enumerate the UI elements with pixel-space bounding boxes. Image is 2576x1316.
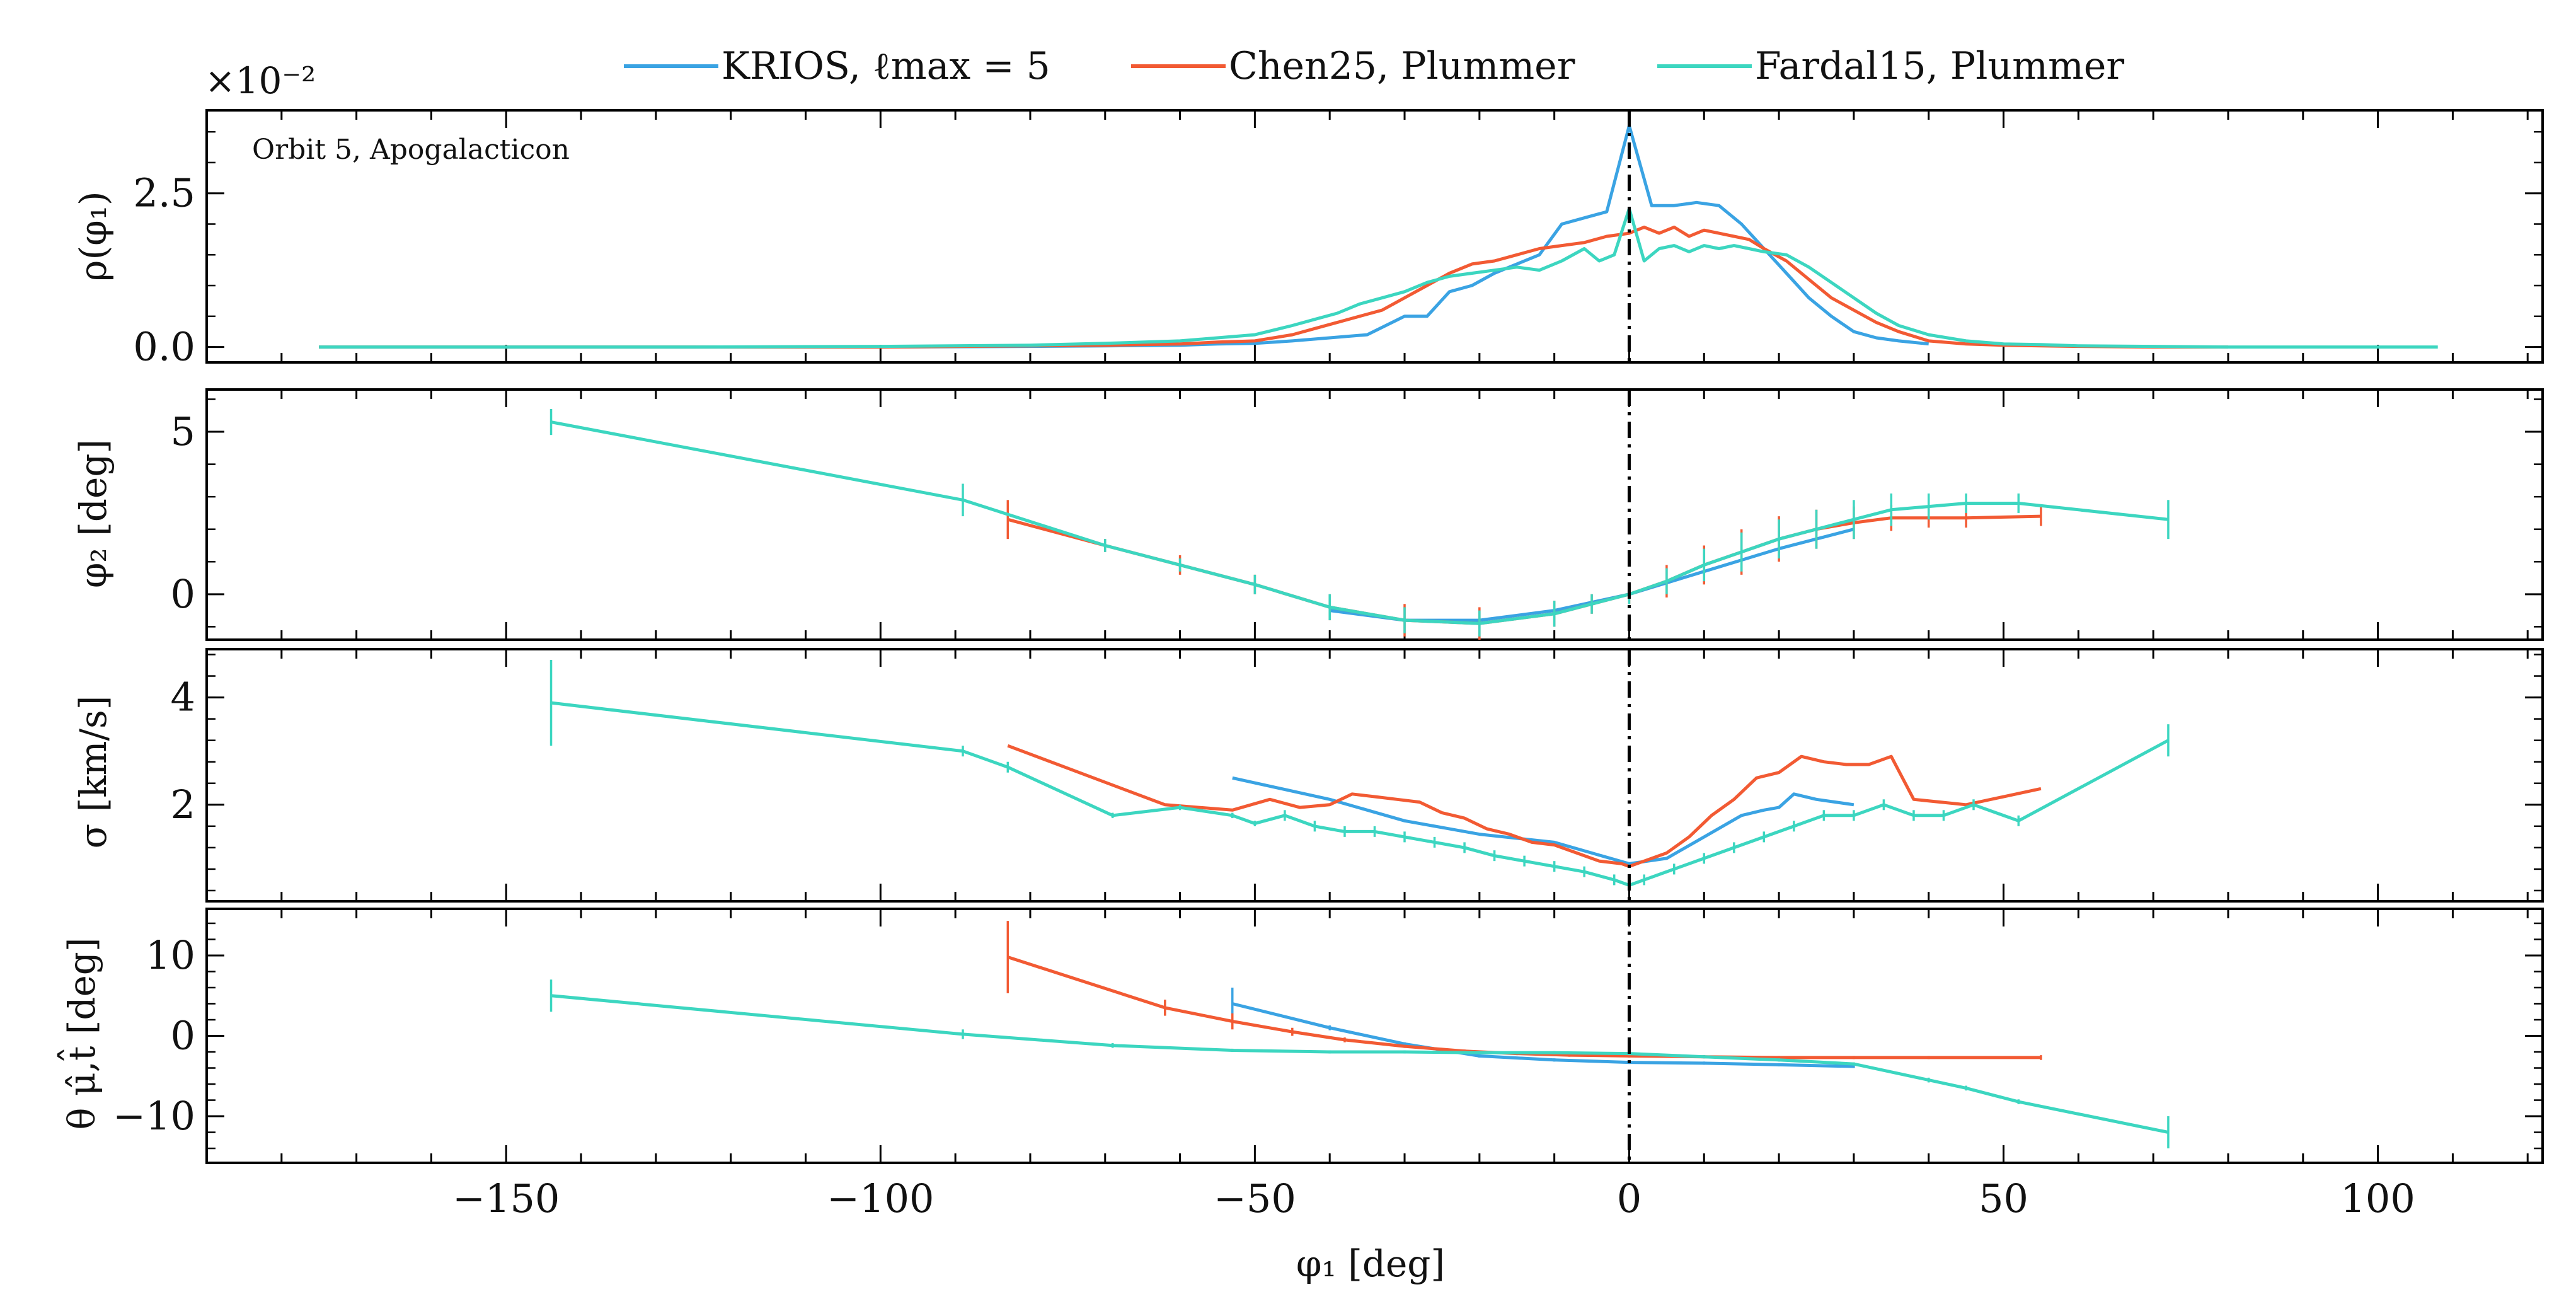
y-tick-label: 0 xyxy=(171,571,195,617)
series-line-fardal15 xyxy=(551,994,2169,1134)
ylabel-phi2: φ₂ [deg] xyxy=(72,439,115,588)
series-line-fardal15 xyxy=(319,207,2438,349)
ylabel-sigma: σ [km/s] xyxy=(72,696,115,849)
series-line-fardal15 xyxy=(551,701,2170,887)
phi2-panel: 05 xyxy=(171,388,2544,641)
x-tick-label: 50 xyxy=(1979,1175,2028,1221)
ylabel-density: ρ(φ₁) xyxy=(72,191,115,281)
series-line-fardal15 xyxy=(551,420,2169,625)
axes-frame xyxy=(205,388,2544,641)
y-tick-label: 10 xyxy=(146,932,195,978)
x-tick-label: 100 xyxy=(2340,1175,2415,1221)
y-tick-label: 5 xyxy=(171,408,195,454)
y-tick-label: 0 xyxy=(171,1013,195,1059)
legend-label-chen: Chen25, Plummer xyxy=(1229,44,1575,88)
axes-frame xyxy=(205,648,2544,903)
series-line-chen25 xyxy=(319,225,2228,349)
x-tick-label: −100 xyxy=(827,1175,934,1221)
legend: KRIOS, ℓmax = 5 Chen25, Plummer Fardal15… xyxy=(624,44,2124,88)
series-line-krios xyxy=(1232,776,1854,865)
axes-frame xyxy=(205,109,2544,364)
density-panel: 0.0 2.5 xyxy=(133,109,2544,370)
series-line-chen25 xyxy=(1007,514,2041,625)
x-tick-label: 0 xyxy=(1617,1175,1642,1221)
y-tick-label: 2.5 xyxy=(133,170,195,216)
y-tick-label: 0.0 xyxy=(133,324,195,370)
x-tick-label: −50 xyxy=(1214,1175,1296,1221)
legend-label-krios: KRIOS, ℓmax = 5 xyxy=(722,44,1050,88)
legend-label-fardal: Fardal15, Plummer xyxy=(1755,44,2124,88)
y-tick-label: 2 xyxy=(171,782,195,828)
x-tick-label: −150 xyxy=(452,1175,560,1221)
series-line-chen25 xyxy=(1007,744,2042,869)
axes-frame xyxy=(205,908,2544,1164)
y-tick-label: 4 xyxy=(171,674,195,720)
series-line-chen25 xyxy=(1007,955,2041,1059)
scale-note: ×10⁻² xyxy=(205,59,316,102)
sigma-panel: 24 xyxy=(171,648,2544,903)
xlabel: φ₁ [deg] xyxy=(1296,1242,1445,1285)
panel-annotation: Orbit 5, Apogalacticon xyxy=(252,134,570,166)
ylabel-theta: θ μ̂,t̂ [deg] xyxy=(57,937,103,1129)
y-tick-label: −10 xyxy=(113,1093,195,1139)
